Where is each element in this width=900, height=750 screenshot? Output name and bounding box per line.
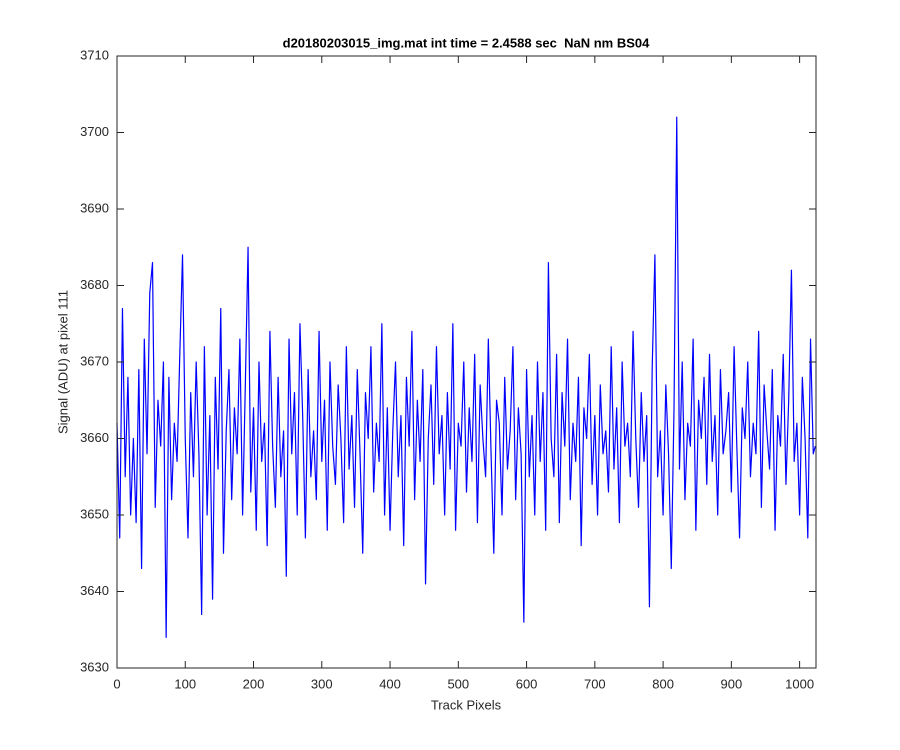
y-tick-label: 3700 xyxy=(80,124,109,139)
y-tick-label: 3680 xyxy=(80,277,109,292)
y-tick-label: 3640 xyxy=(80,583,109,598)
y-tick-label: 3660 xyxy=(80,430,109,445)
y-tick-label: 3710 xyxy=(80,47,109,62)
x-axis-label: Track Pixels xyxy=(431,697,502,712)
y-tick-label: 3650 xyxy=(80,506,109,521)
x-tick-label: 1000 xyxy=(785,676,814,691)
x-tick-label: 100 xyxy=(174,676,196,691)
x-tick-label: 800 xyxy=(652,676,674,691)
x-tick-label: 700 xyxy=(584,676,606,691)
x-tick-label: 0 xyxy=(113,676,120,691)
x-tick-label: 200 xyxy=(243,676,265,691)
y-tick-label: 3630 xyxy=(80,659,109,674)
x-tick-label: 500 xyxy=(447,676,469,691)
data-line xyxy=(116,116,816,638)
y-tick-label: 3690 xyxy=(80,200,109,215)
chart-title: d20180203015_img.mat int time = 2.4588 s… xyxy=(283,35,650,50)
x-tick-label: 400 xyxy=(379,676,401,691)
x-tick-label: 300 xyxy=(311,676,333,691)
x-tick-label: 600 xyxy=(516,676,538,691)
y-tick-label: 3670 xyxy=(80,353,109,368)
x-tick-label: 900 xyxy=(721,676,743,691)
y-axis-label: Signal (ADU) at pixel 111 xyxy=(55,290,70,434)
